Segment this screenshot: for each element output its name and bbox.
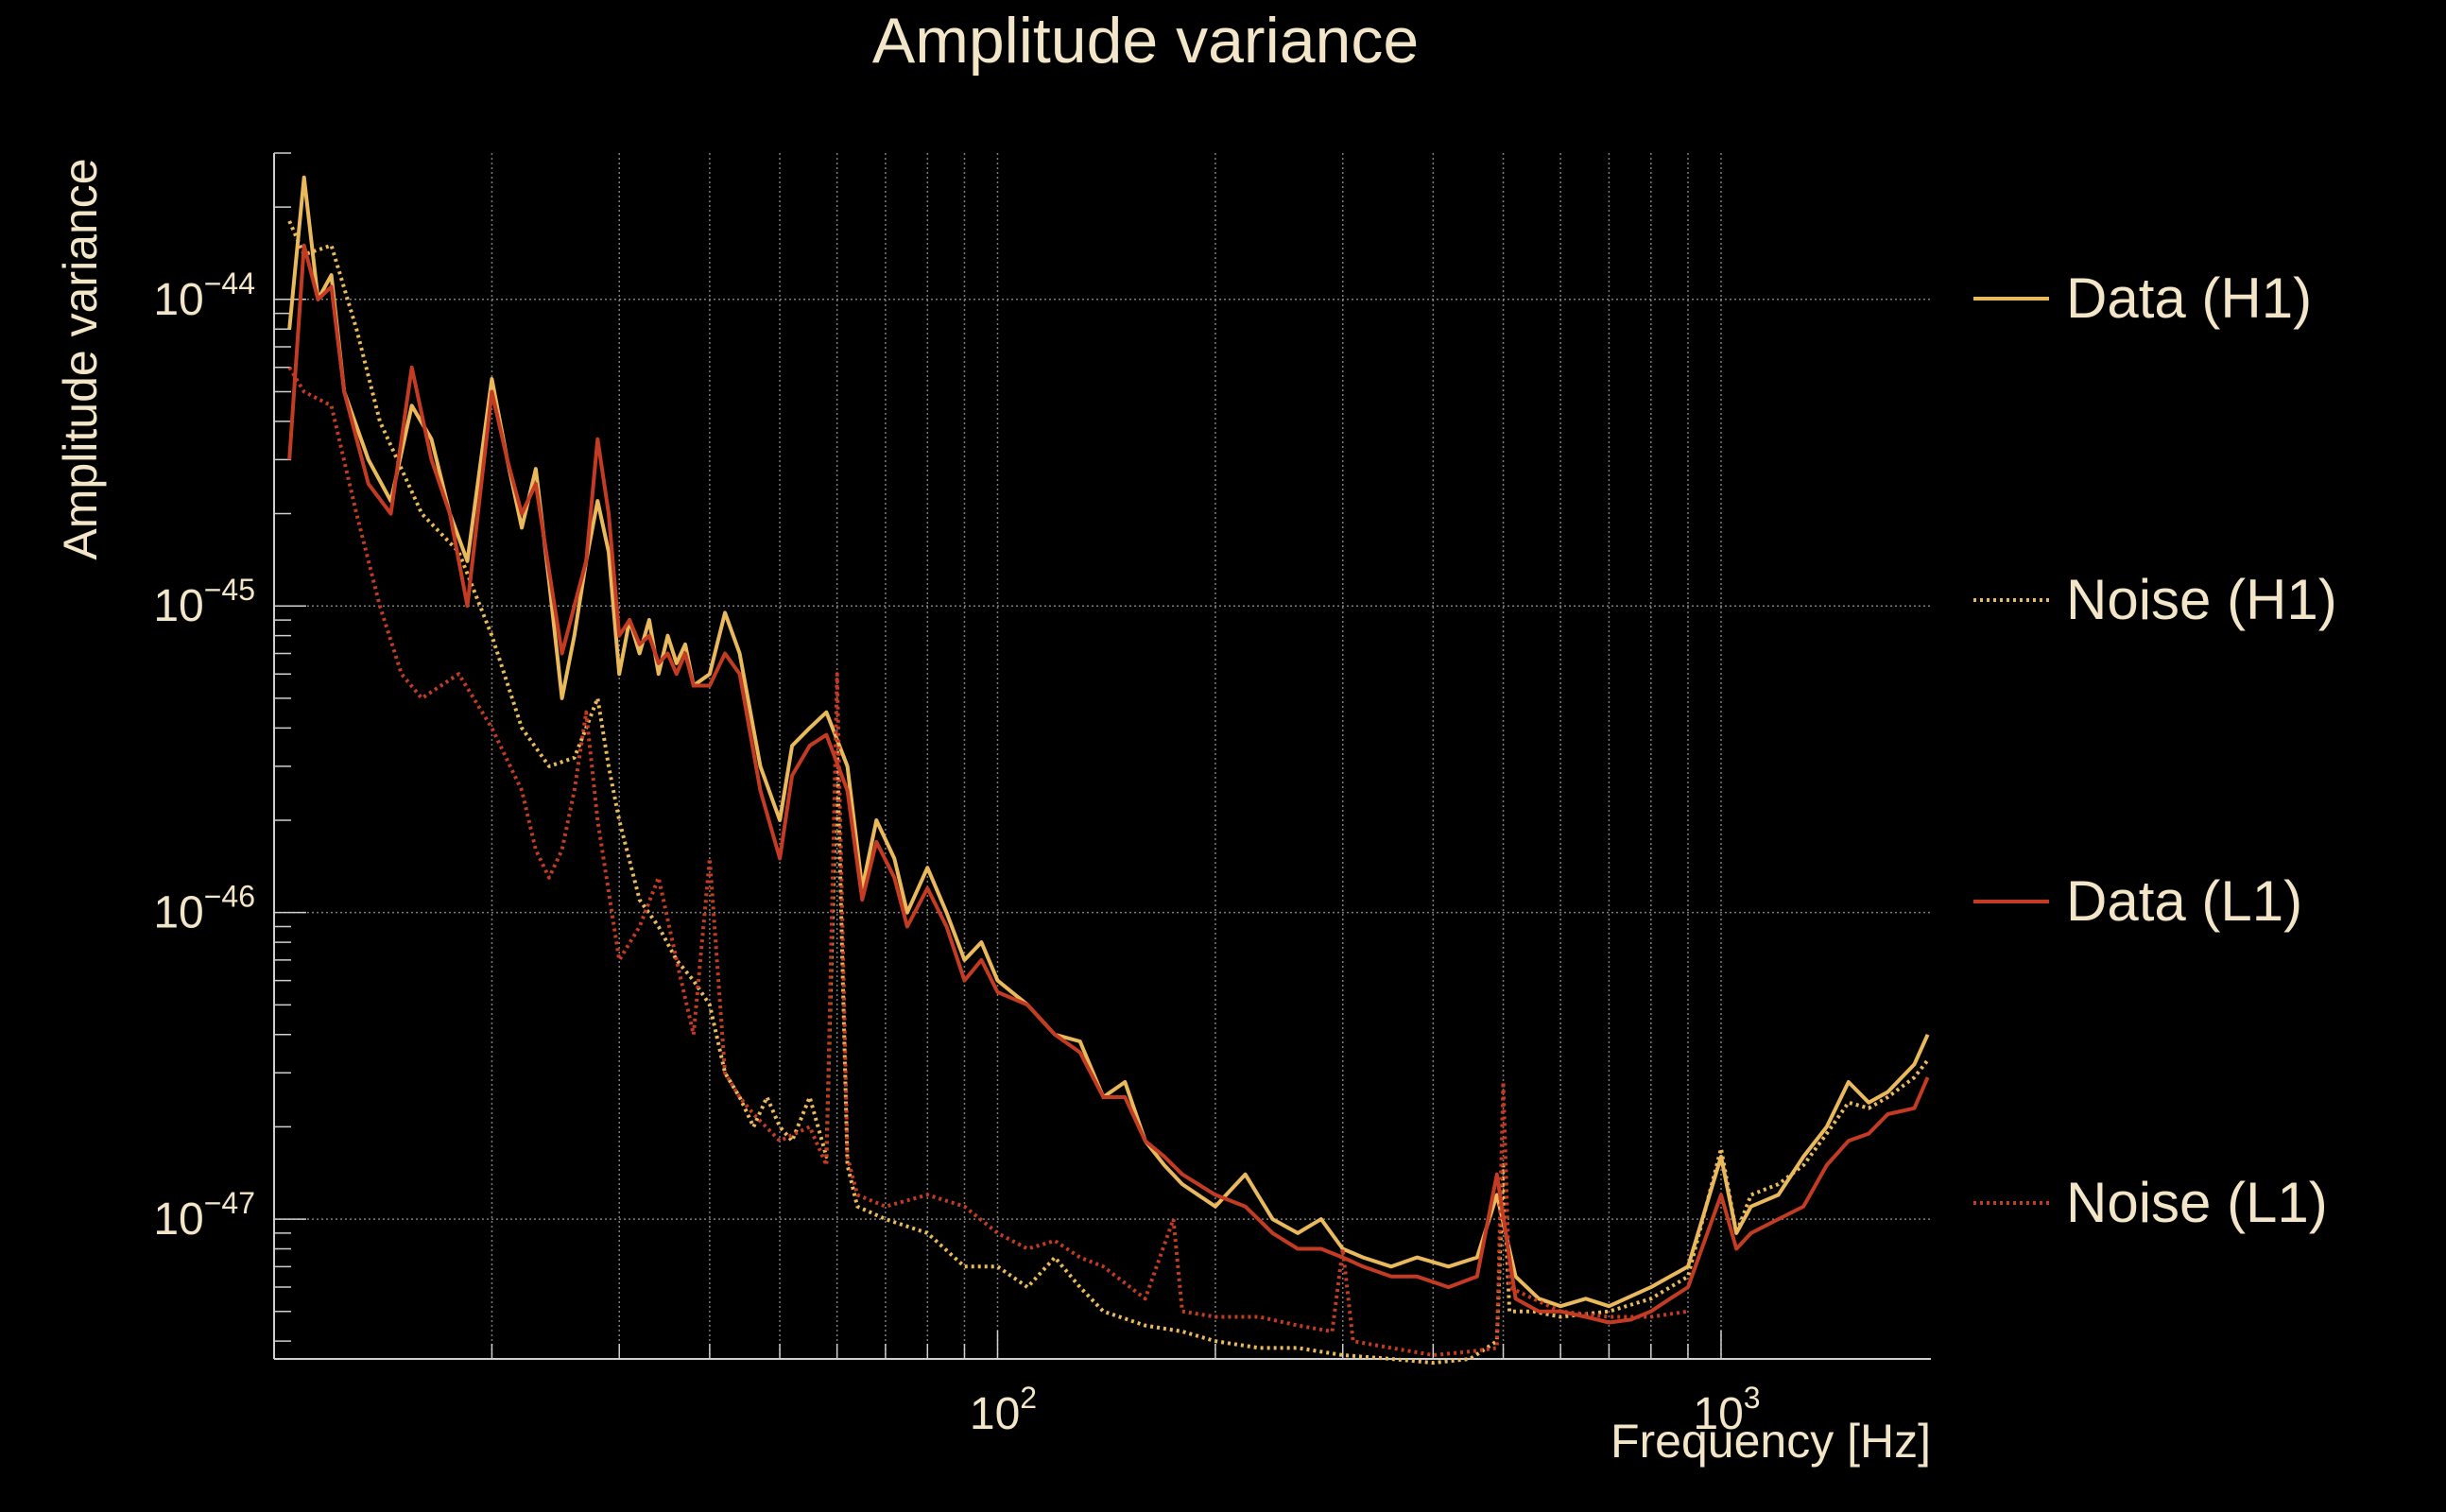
x-axis-label: Frequency [Hz] [1611, 1415, 1931, 1468]
legend: Data (H1) Noise (H1) Data (L1) Noise (L1) [1973, 266, 2337, 1234]
y-axis-label: Amplitude variance [54, 158, 107, 559]
ticks: 10−44 10−45 10−46 10−47 102 103 [153, 152, 1761, 1439]
series-line-noise-l1 [287, 366, 1689, 1357]
y-tick-label: 10−47 [153, 1186, 255, 1245]
y-tick-label: 10−46 [153, 880, 255, 938]
axes [273, 153, 1931, 1360]
legend-label-noise-h1: Noise (H1) [2066, 568, 2337, 631]
x-tick-label: 103 [1693, 1381, 1760, 1439]
series-group [287, 175, 1930, 1366]
legend-label-noise-l1: Noise (L1) [2066, 1171, 2328, 1234]
grid [273, 153, 1931, 1359]
legend-label-data-h1: Data (H1) [2066, 266, 2312, 330]
y-tick-label: 10−44 [153, 266, 255, 325]
x-tick-label: 102 [970, 1381, 1037, 1439]
legend-label-data-l1: Data (L1) [2066, 869, 2302, 933]
y-tick-label: 10−45 [153, 573, 255, 631]
series-line-data-l1 [287, 243, 1930, 1325]
chart-title: Amplitude variance [872, 5, 1419, 77]
